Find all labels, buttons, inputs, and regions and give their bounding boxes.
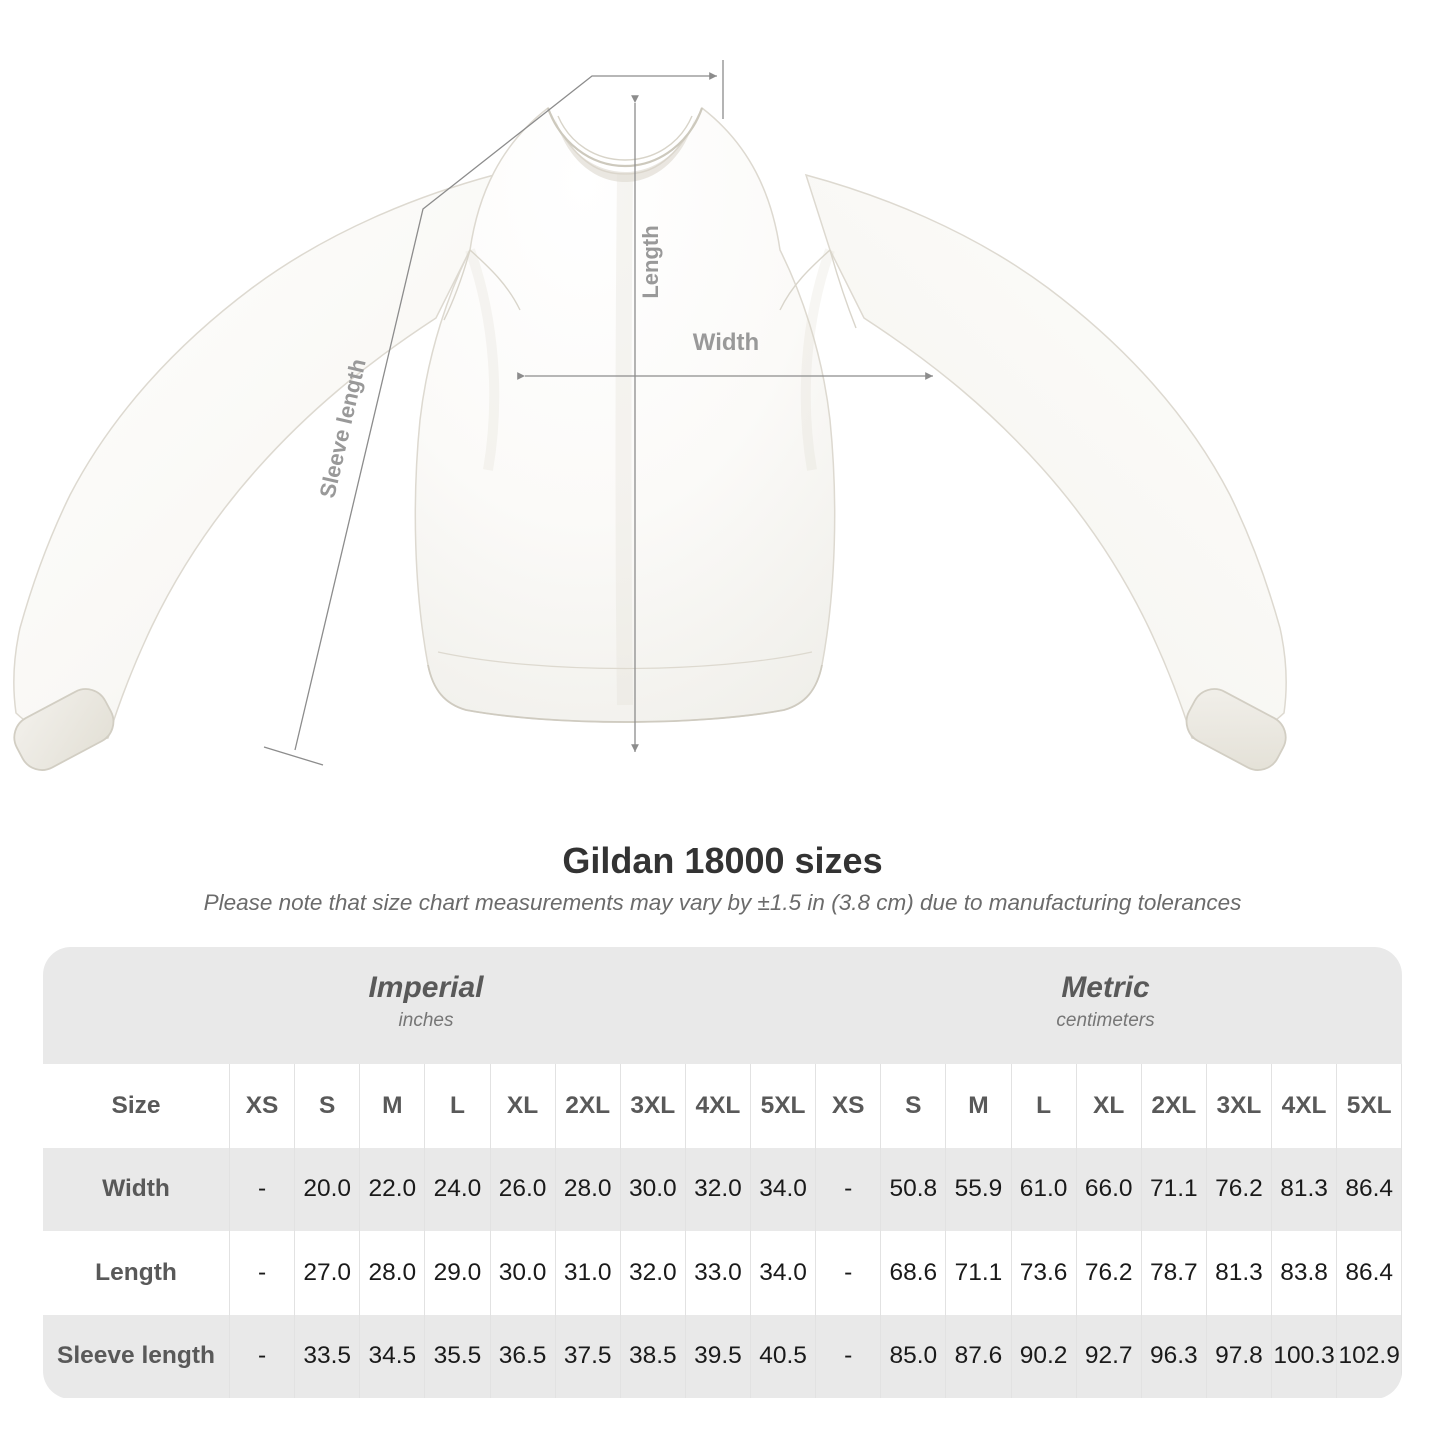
svg-text:Length: Length (638, 225, 663, 298)
svg-text:Width: Width (693, 329, 759, 356)
svg-text:Sleeve length: Sleeve length (315, 356, 371, 500)
